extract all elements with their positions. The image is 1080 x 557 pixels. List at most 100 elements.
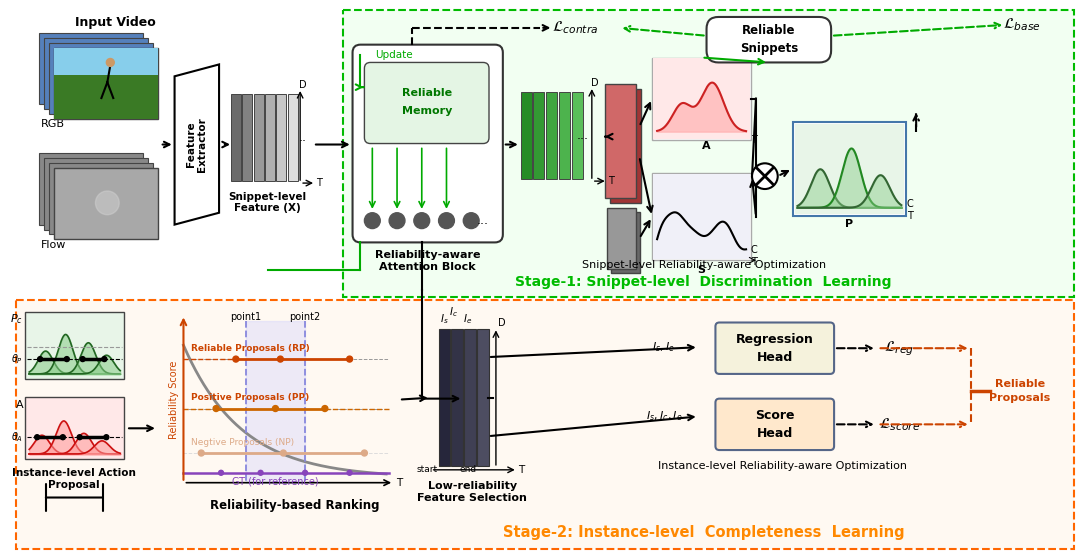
- Text: Memory: Memory: [402, 106, 451, 116]
- Circle shape: [752, 163, 778, 189]
- Circle shape: [438, 213, 455, 228]
- Text: Stage-1: Snippet-level  Discrimination  Learning: Stage-1: Snippet-level Discrimination Le…: [515, 275, 892, 289]
- Text: Proposals: Proposals: [989, 393, 1051, 403]
- Text: $\mathcal{L}_{score}$: $\mathcal{L}_{score}$: [879, 416, 920, 433]
- FancyBboxPatch shape: [352, 45, 503, 242]
- Bar: [231, 94, 241, 181]
- Bar: [477, 329, 489, 466]
- Text: P: P: [846, 219, 853, 228]
- Bar: [653, 58, 750, 139]
- Circle shape: [102, 356, 107, 361]
- Text: Head: Head: [757, 350, 793, 364]
- Circle shape: [104, 434, 109, 439]
- Circle shape: [364, 213, 380, 228]
- Bar: [653, 174, 750, 259]
- Text: $P_c$: $P_c$: [11, 312, 24, 326]
- Text: $I_s, I_c, I_e$: $I_s, I_c, I_e$: [646, 409, 683, 423]
- Circle shape: [278, 356, 283, 362]
- Text: ...: ...: [577, 129, 589, 142]
- Text: Update: Update: [375, 50, 413, 60]
- Bar: [793, 122, 906, 216]
- Circle shape: [347, 470, 352, 475]
- Text: Feature
Extractor: Feature Extractor: [186, 117, 207, 172]
- Bar: [342, 10, 1075, 297]
- Text: $\theta_P$: $\theta_P$: [11, 352, 24, 366]
- Circle shape: [463, 213, 480, 228]
- FancyBboxPatch shape: [715, 399, 834, 450]
- Circle shape: [218, 470, 224, 475]
- Text: C: C: [751, 245, 757, 255]
- Bar: [49, 163, 152, 234]
- Text: Snippet-level: Snippet-level: [229, 192, 307, 202]
- Bar: [54, 168, 158, 240]
- Bar: [265, 94, 275, 181]
- Text: $\mathcal{L}_{reg}$: $\mathcal{L}_{reg}$: [885, 339, 915, 358]
- FancyBboxPatch shape: [715, 323, 834, 374]
- Text: Instance-level Reliability-aware Optimization: Instance-level Reliability-aware Optimiz…: [658, 461, 907, 471]
- Bar: [276, 94, 286, 181]
- Text: Reliability-based Ranking: Reliability-based Ranking: [211, 499, 380, 512]
- Text: D: D: [498, 317, 505, 328]
- Text: $I_e$: $I_e$: [462, 312, 472, 326]
- Bar: [287, 94, 298, 181]
- Text: Negtive Proposals (NP): Negtive Proposals (NP): [191, 438, 295, 447]
- Bar: [54, 75, 158, 119]
- Text: T: T: [751, 257, 757, 267]
- Bar: [610, 212, 640, 273]
- Text: T: T: [751, 135, 757, 145]
- Bar: [609, 89, 642, 203]
- Circle shape: [38, 356, 42, 361]
- Bar: [795, 124, 904, 214]
- Text: start: start: [416, 465, 437, 475]
- Text: Score: Score: [755, 409, 795, 422]
- Circle shape: [389, 213, 405, 228]
- Text: ...: ...: [477, 214, 489, 227]
- Bar: [254, 94, 264, 181]
- Text: Input Video: Input Video: [75, 16, 156, 30]
- FancyBboxPatch shape: [364, 62, 489, 144]
- Text: point1: point1: [230, 311, 261, 321]
- Circle shape: [60, 434, 65, 439]
- Text: Head: Head: [757, 427, 793, 439]
- Text: Attention Block: Attention Block: [379, 262, 476, 272]
- Text: RGB: RGB: [41, 119, 65, 129]
- Circle shape: [281, 450, 286, 456]
- Circle shape: [213, 405, 219, 412]
- Text: $\theta_A$: $\theta_A$: [11, 431, 24, 444]
- Circle shape: [35, 434, 40, 439]
- Bar: [16, 300, 1075, 549]
- Bar: [451, 329, 463, 466]
- Circle shape: [106, 58, 114, 66]
- Text: Reliability-aware: Reliability-aware: [375, 250, 481, 260]
- FancyBboxPatch shape: [706, 17, 832, 62]
- Text: Flow: Flow: [41, 241, 67, 251]
- Text: D: D: [299, 80, 307, 90]
- Bar: [25, 311, 124, 379]
- Text: S: S: [698, 265, 705, 275]
- Text: $I_s$: $I_s$: [440, 312, 448, 326]
- Bar: [25, 397, 124, 459]
- Text: Reliable: Reliable: [402, 88, 451, 98]
- Text: Reliable: Reliable: [995, 379, 1045, 389]
- Bar: [607, 208, 636, 269]
- Bar: [559, 92, 570, 179]
- Text: A: A: [702, 141, 711, 152]
- Circle shape: [414, 213, 430, 228]
- Circle shape: [95, 191, 119, 215]
- Text: Reliability Score: Reliability Score: [168, 360, 178, 439]
- Bar: [44, 38, 148, 109]
- Text: A: A: [16, 399, 24, 409]
- Text: Reliable: Reliable: [742, 25, 796, 37]
- Text: Reliable Proposals (RP): Reliable Proposals (RP): [191, 344, 310, 353]
- Text: $\mathcal{L}_{contra}$: $\mathcal{L}_{contra}$: [552, 19, 598, 36]
- Text: point2: point2: [289, 311, 321, 321]
- Circle shape: [302, 470, 308, 475]
- Text: Snippets: Snippets: [740, 42, 798, 55]
- Text: Proposal: Proposal: [48, 480, 99, 490]
- Text: T: T: [518, 465, 525, 475]
- Text: Low-reliability: Low-reliability: [428, 481, 516, 491]
- Text: T: T: [608, 176, 613, 186]
- Text: C: C: [907, 199, 914, 209]
- Circle shape: [322, 405, 328, 412]
- Text: GT (for reference): GT (for reference): [232, 477, 319, 487]
